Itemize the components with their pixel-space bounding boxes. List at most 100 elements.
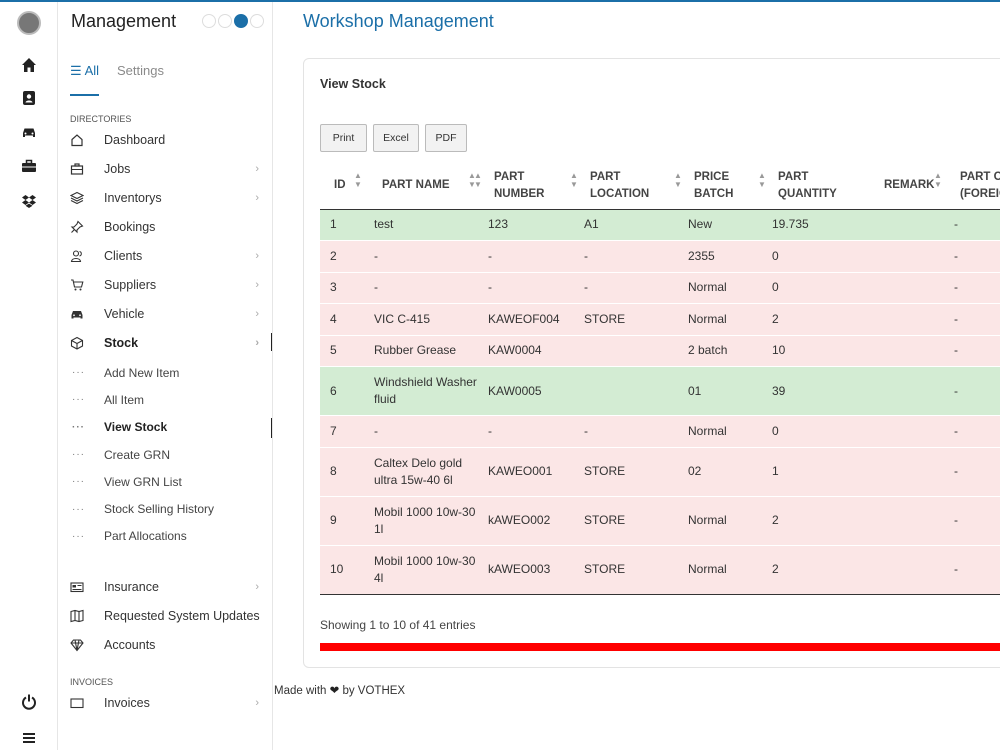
table-row[interactable]: 7- - - Normal 0- <box>320 415 1000 448</box>
column-header[interactable]: PART CO (FOREIG <box>944 163 1000 210</box>
submenu-item-view-stock[interactable]: ··· View Stock <box>58 414 272 441</box>
toggle-dot[interactable] <box>250 14 264 28</box>
toggle-dot[interactable] <box>202 14 216 28</box>
home-icon[interactable] <box>15 53 43 77</box>
diamond-icon <box>70 637 90 653</box>
sidebar-item-stock[interactable]: Stock › <box>58 328 272 357</box>
cell-remark <box>866 335 944 367</box>
sidebar-item-clients[interactable]: Clients › <box>58 241 272 270</box>
table-row[interactable]: 6 Windshield Washer fluid KAW0005 01 39 - <box>320 366 1000 416</box>
submenu-item-create-grn[interactable]: ··· Create GRN <box>72 447 171 462</box>
sidebar-item-dashboard[interactable]: Dashboard <box>58 125 272 154</box>
sort-icon[interactable]: ▲ ▼ <box>934 171 942 189</box>
invoice-icon <box>70 695 90 711</box>
cell-location: - <box>574 272 678 304</box>
sidebar-item-inventorys[interactable]: Inventorys › <box>58 183 272 212</box>
sidebar-item-vehicle[interactable]: Vehicle › <box>58 299 272 328</box>
dropbox-icon[interactable] <box>15 189 43 213</box>
layers-icon <box>70 190 90 206</box>
table-row[interactable]: 3- - - Normal 0- <box>320 272 1000 304</box>
table-row[interactable]: 4 VIC C-415 KAWEOF004 STORE Normal 2 - <box>320 303 1000 336</box>
sidebar-tabs: ☰ All Settings <box>70 63 164 96</box>
sort-icon[interactable]: ▲ ▼ <box>474 171 482 189</box>
sidebar-item-accounts[interactable]: Accounts <box>58 630 272 659</box>
toggle-dot-active[interactable] <box>234 14 248 28</box>
cell-name: - <box>364 240 478 273</box>
sidebar-nav-lower: Insurance › Requested System Updates Acc… <box>58 572 272 659</box>
pin-icon <box>70 219 90 235</box>
sort-icon[interactable]: ▲ ▼ <box>674 171 682 189</box>
column-header[interactable]: ▲ ▼ PART QUANTITY <box>758 163 866 210</box>
sort-icon[interactable]: ▲ ▼ <box>354 171 362 189</box>
cell-batch: New <box>678 209 762 241</box>
cart-icon <box>70 277 90 293</box>
chevron-right-icon: › <box>255 580 259 593</box>
cell-id: 4 <box>320 303 364 336</box>
sort-icon[interactable]: ▲ ▼ <box>468 171 476 189</box>
submenu-item-stock-selling-history[interactable]: ··· Stock Selling History <box>72 502 215 517</box>
tab-settings[interactable]: Settings <box>117 63 164 78</box>
toolbox-icon[interactable] <box>15 154 43 178</box>
cell-qty: 2 <box>762 545 866 595</box>
column-header[interactable]: ID ▲ ▼ <box>320 163 364 210</box>
card-title: View Stock <box>320 77 386 91</box>
cell-name: Mobil 1000 10w-30 1l <box>364 496 478 546</box>
table-row[interactable]: 1 test 123 A1 New 19.735 - <box>320 209 1000 241</box>
sidebar-item-invoices[interactable]: Invoices › <box>58 688 272 717</box>
top-accent-line <box>0 0 1000 2</box>
table-row[interactable]: 9 Mobil 1000 10w-30 1l kAWEO002 STORE Normal… <box>320 496 1000 546</box>
column-header[interactable]: ▲ ▼ PART LOCATION <box>570 163 678 210</box>
cell-cost: - <box>944 209 1000 241</box>
submenu-item-all-item[interactable]: ··· All Item <box>72 392 145 407</box>
toggle-dot[interactable] <box>218 14 232 28</box>
footer: Made with ❤ by VOTHEX <box>274 685 406 697</box>
table-row[interactable]: 10 Mobil 1000 10w-30 4l kAWEO003 STORE Norma… <box>320 545 1000 595</box>
heart-icon: ❤ <box>329 685 340 697</box>
card-icon <box>70 579 90 595</box>
car-icon[interactable] <box>15 120 43 144</box>
chevron-right-icon: › <box>255 278 259 291</box>
table-row[interactable]: 2- - -2355 0- <box>320 240 1000 273</box>
list-icon: ☰ <box>70 63 85 78</box>
avatar[interactable] <box>17 11 41 35</box>
print-button[interactable]: Print <box>320 124 367 152</box>
sidebar-item-suppliers[interactable]: Suppliers › <box>58 270 272 299</box>
cell-remark <box>866 366 944 416</box>
column-header[interactable]: REMARK ▲ ▼ <box>866 163 944 210</box>
sort-icon[interactable]: ▲ ▼ <box>570 171 578 189</box>
table-row[interactable]: 8 Caltex Delo gold ultra 15w-40 6l KAWEO00… <box>320 447 1000 497</box>
cell-remark <box>866 209 944 241</box>
column-header[interactable]: PART NAME ▲ ▼ <box>364 163 478 210</box>
contacts-book-icon[interactable] <box>15 86 43 110</box>
sort-icon[interactable]: ▲ ▼ <box>758 171 766 189</box>
sidebar-item-bookings[interactable]: Bookings <box>58 212 272 241</box>
sidebar-item-requested-system-updates[interactable]: Requested System Updates <box>58 601 272 630</box>
submenu-item-view-grn-list[interactable]: ··· View GRN List <box>72 474 182 489</box>
users-icon <box>70 248 90 264</box>
cell-cost: - <box>944 415 1000 448</box>
sidebar-item-jobs[interactable]: Jobs › <box>58 154 272 183</box>
tab-all[interactable]: ☰ All <box>70 63 100 96</box>
car-icon <box>70 306 90 322</box>
sidebar-item-insurance[interactable]: Insurance › <box>58 572 272 601</box>
cell-qty: 0 <box>762 415 866 448</box>
menu-icon[interactable] <box>15 726 43 750</box>
excel-button[interactable]: Excel <box>373 124 419 152</box>
cell-cost: - <box>944 240 1000 273</box>
cell-batch: 2355 <box>678 240 762 273</box>
column-header[interactable]: ▲ ▼ PART NUMBER <box>474 163 574 210</box>
cell-number: 123 <box>478 209 574 241</box>
table-row[interactable]: 5 Rubber Grease KAW0004 2 batch 10 - <box>320 335 1000 367</box>
column-header[interactable]: ▲ ▼ PRICE BATCH <box>674 163 762 210</box>
submenu-item-part-allocations[interactable]: ··· Part Allocations <box>72 529 187 544</box>
cell-batch: Normal <box>678 415 762 448</box>
submenu-item-add-new-item[interactable]: ··· Add New Item <box>72 365 180 380</box>
pdf-button[interactable]: PDF <box>425 124 467 152</box>
pagination-bar <box>320 643 1000 651</box>
chevron-right-icon: › <box>255 191 259 204</box>
sidebar: Management ☰ All Settings DIRECTORIES Da… <box>58 2 273 750</box>
cell-location: - <box>574 240 678 273</box>
cell-batch: 01 <box>678 366 762 416</box>
theme-toggle[interactable] <box>202 14 264 28</box>
power-icon[interactable] <box>15 690 43 714</box>
